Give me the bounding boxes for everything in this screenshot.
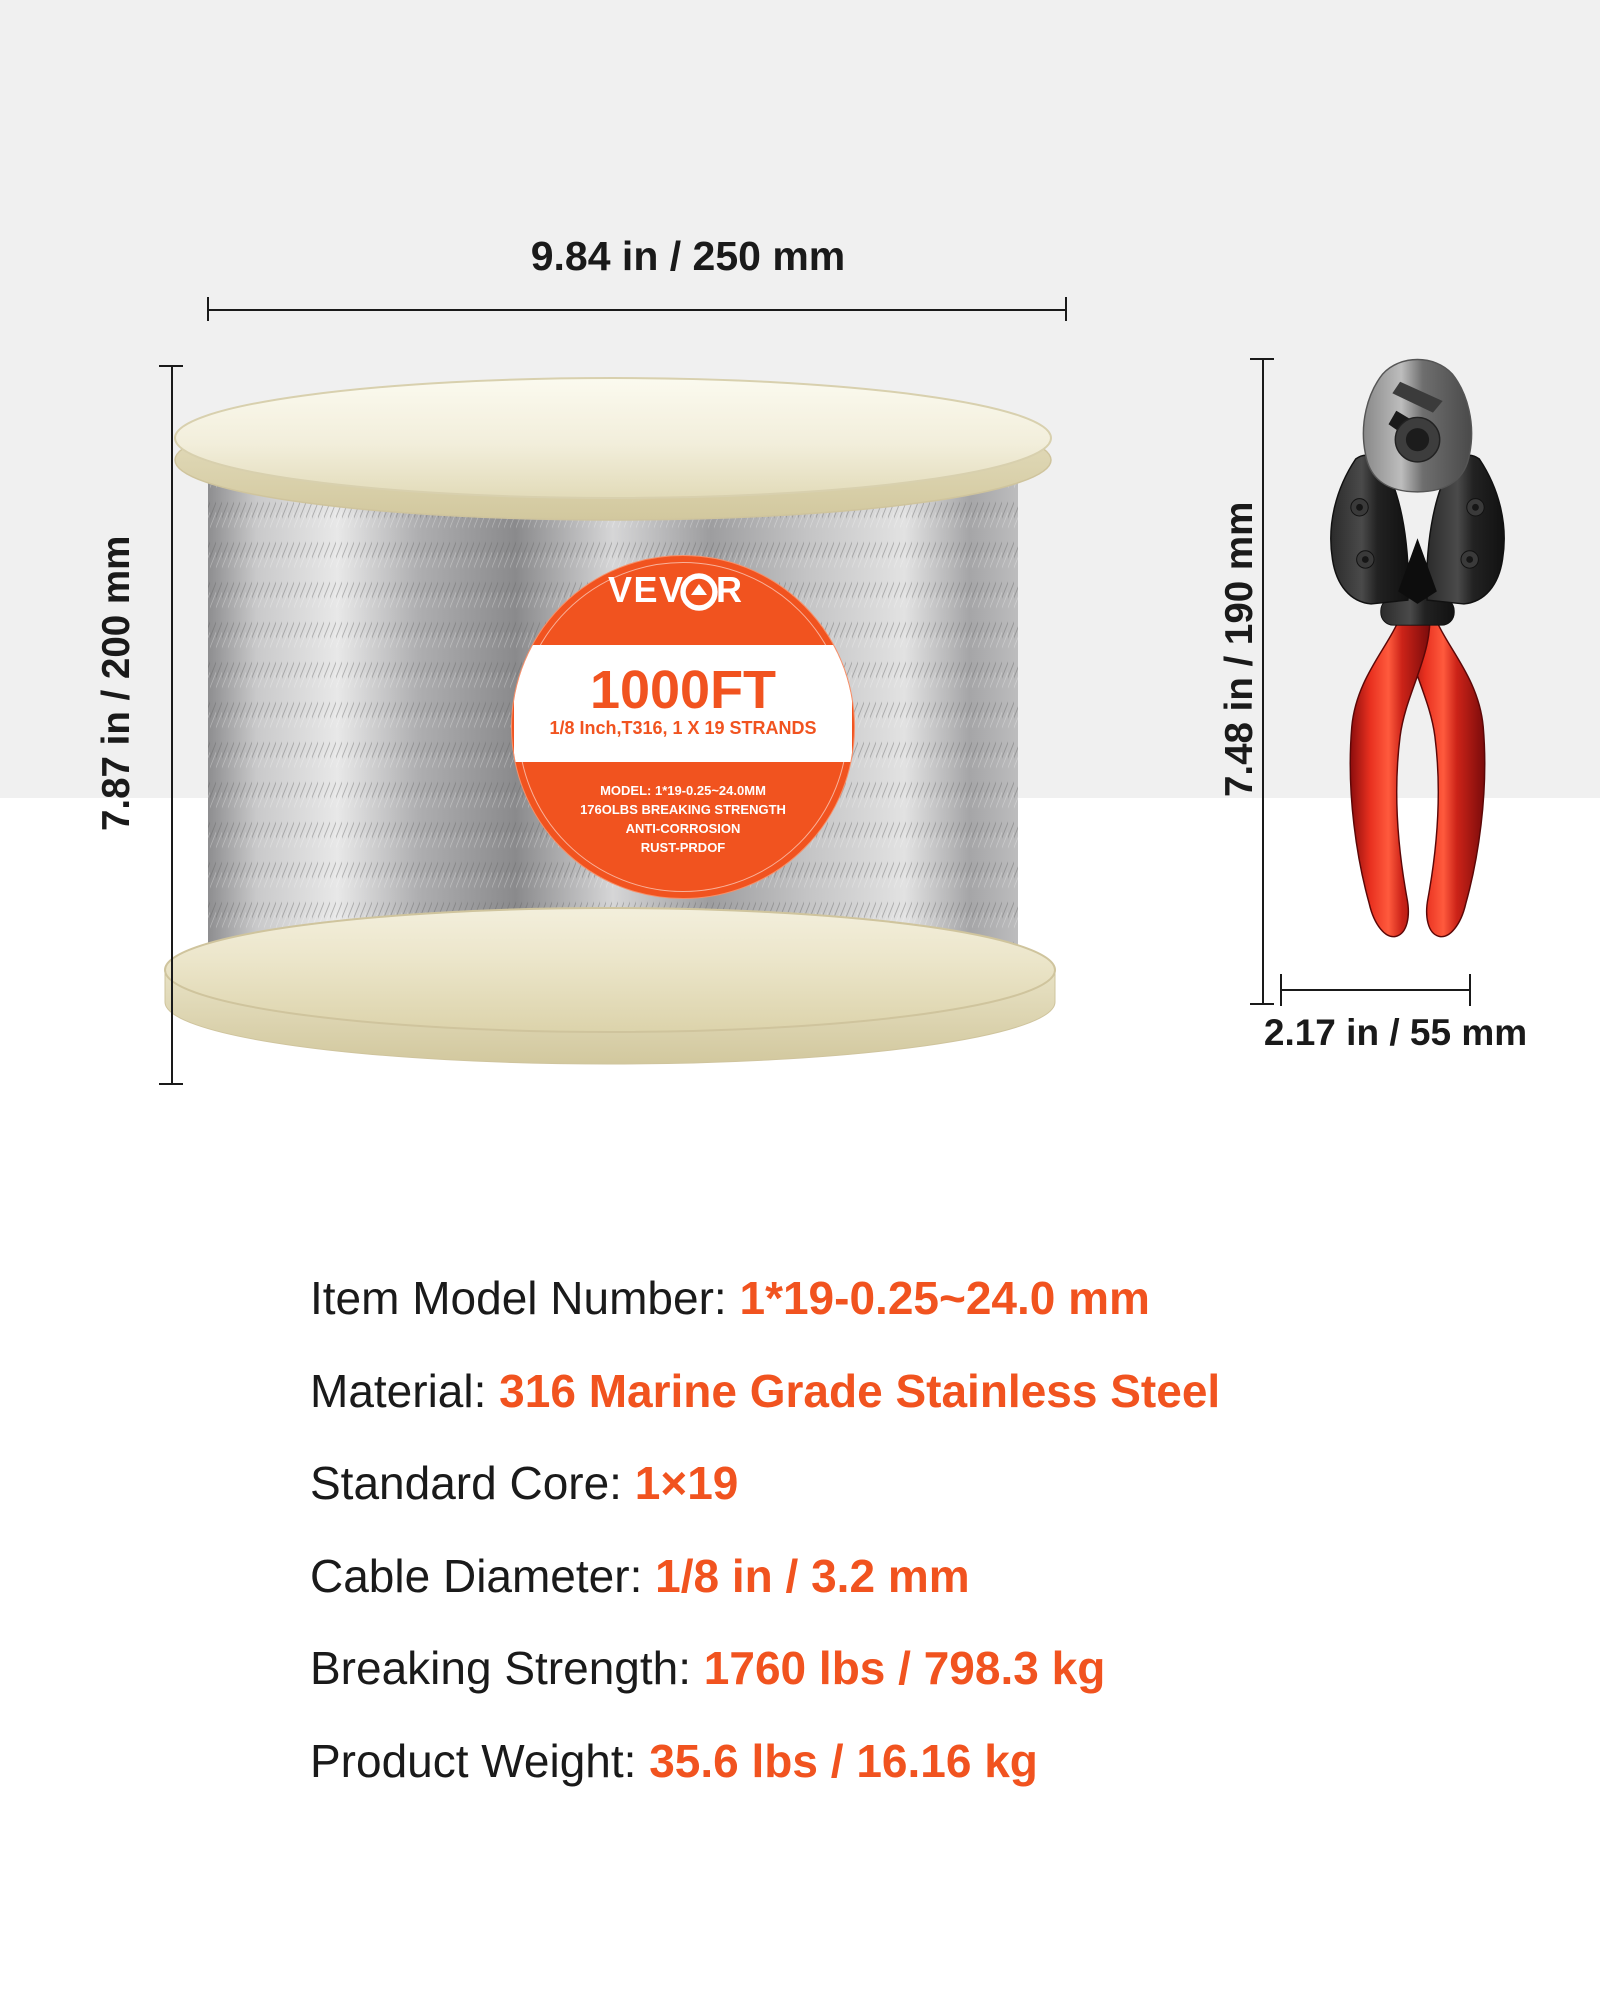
svg-text:VEV: VEV: [608, 572, 685, 610]
svg-text:R: R: [716, 572, 744, 610]
